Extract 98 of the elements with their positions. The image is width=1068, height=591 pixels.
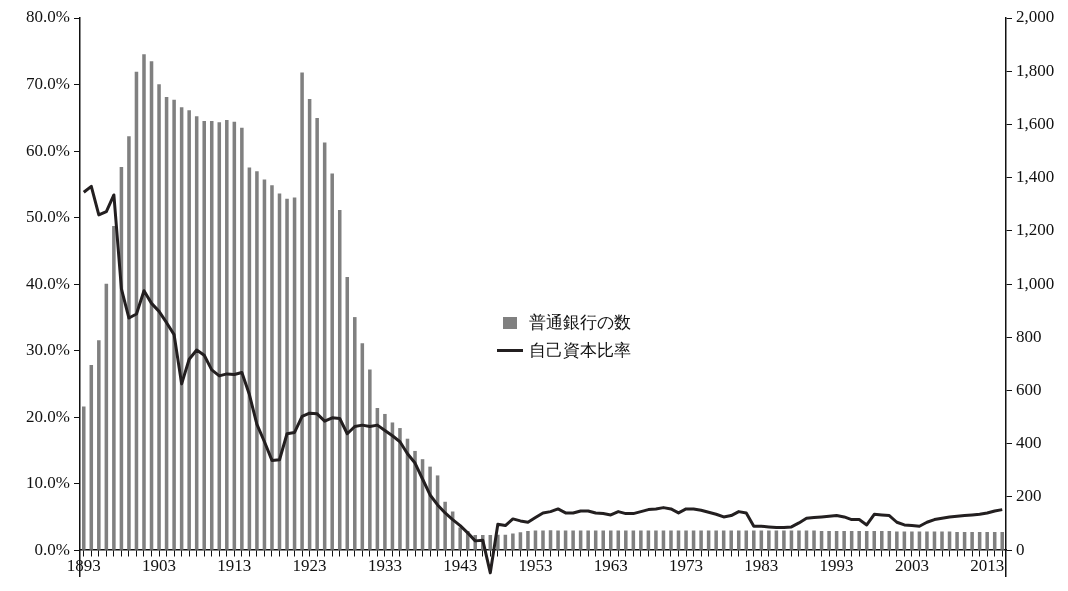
bar (398, 428, 402, 550)
bar (225, 119, 229, 550)
x-tick-label: 1963 (593, 555, 628, 575)
y2-tick-label: 0 (1016, 539, 1025, 559)
bar (157, 84, 161, 550)
bar (872, 531, 877, 550)
bar (315, 118, 319, 550)
y-tick-label: 70.0% (26, 73, 70, 93)
y-tick-label: 80.0% (26, 7, 70, 27)
bar (300, 72, 304, 550)
y2-tick-label: 1,600 (1016, 113, 1055, 133)
bar (526, 531, 530, 550)
y-tick-label: 10.0% (26, 473, 70, 493)
x-tick-label: 1943 (443, 555, 478, 575)
y2-tick-label: 1,800 (1016, 60, 1055, 80)
bar (443, 501, 447, 550)
bar (601, 530, 605, 550)
legend-label: 普通銀行の数 (528, 312, 631, 335)
bar (511, 533, 515, 550)
bar (736, 530, 741, 550)
bar (458, 527, 462, 550)
legend-label: 自己資本比率 (528, 340, 631, 363)
bar (1000, 532, 1005, 550)
bar (955, 532, 959, 550)
bar (624, 530, 628, 550)
y2-tick-label: 1,400 (1016, 167, 1055, 187)
bar (330, 173, 334, 550)
bar (767, 530, 771, 550)
bar (172, 99, 176, 550)
y2-tick-label: 800 (1016, 326, 1042, 346)
bar (428, 466, 432, 550)
bar (571, 530, 575, 550)
bar (345, 276, 350, 550)
bar (541, 530, 545, 550)
bar (112, 226, 116, 550)
bar (729, 530, 733, 550)
y2-tick-label: 200 (1016, 486, 1042, 506)
bar (97, 340, 101, 550)
y-tick-label: 40.0% (26, 273, 70, 293)
x-tick-label: 1923 (292, 555, 327, 575)
bar (82, 406, 86, 550)
y-tick-label: 30.0% (26, 340, 70, 360)
x-tick-label: 1973 (669, 555, 704, 575)
bar (699, 530, 703, 550)
y2-tick-label: 2,000 (1016, 7, 1055, 27)
bar (669, 530, 673, 550)
y2-tick-label: 1,200 (1016, 220, 1055, 240)
bar (556, 530, 560, 550)
bar (240, 127, 244, 550)
bar (368, 369, 372, 550)
bar (654, 530, 658, 550)
bar (586, 530, 590, 550)
bar (744, 530, 749, 550)
bar (255, 171, 259, 550)
bar (925, 531, 929, 550)
bar (812, 530, 816, 550)
bar (413, 450, 417, 550)
bar (202, 120, 206, 550)
y-tick-label: 60.0% (26, 140, 70, 160)
y2-tick-label: 1,000 (1016, 273, 1055, 293)
bar (910, 531, 914, 550)
x-tick-label: 1913 (217, 555, 252, 575)
bar (895, 531, 899, 550)
x-tick-label: 2013 (970, 555, 1005, 575)
bar (270, 185, 274, 550)
bar (970, 532, 974, 550)
bar (684, 530, 688, 550)
y2-tick-label: 600 (1016, 380, 1042, 399)
bar (337, 210, 342, 550)
x-tick-label: 1993 (819, 555, 854, 575)
bar (353, 317, 357, 550)
y2-tick-label: 400 (1016, 433, 1042, 453)
y-tick-label: 20.0% (26, 406, 70, 426)
bar (782, 530, 786, 550)
bar (752, 530, 756, 550)
x-tick-label: 1983 (744, 555, 779, 575)
bar (639, 530, 643, 550)
x-tick-label: 2003 (894, 555, 929, 575)
bar (383, 413, 387, 550)
bar (940, 531, 944, 550)
bar (608, 530, 613, 550)
bar (880, 531, 884, 550)
bar (985, 532, 989, 550)
bar (209, 120, 214, 550)
bar (857, 531, 861, 550)
x-tick-label: 1953 (518, 555, 553, 575)
bar (127, 136, 131, 550)
bar (187, 110, 191, 550)
bar (842, 531, 846, 550)
bar (285, 198, 289, 550)
y-tick-label: 0.0% (34, 539, 70, 559)
x-tick-label: 1903 (142, 555, 177, 575)
y-tick-label: 50.0% (26, 207, 70, 227)
bar (827, 531, 831, 550)
x-tick-label: 1933 (367, 555, 402, 575)
bar (714, 530, 718, 550)
bar (797, 530, 801, 550)
bar (142, 54, 146, 550)
